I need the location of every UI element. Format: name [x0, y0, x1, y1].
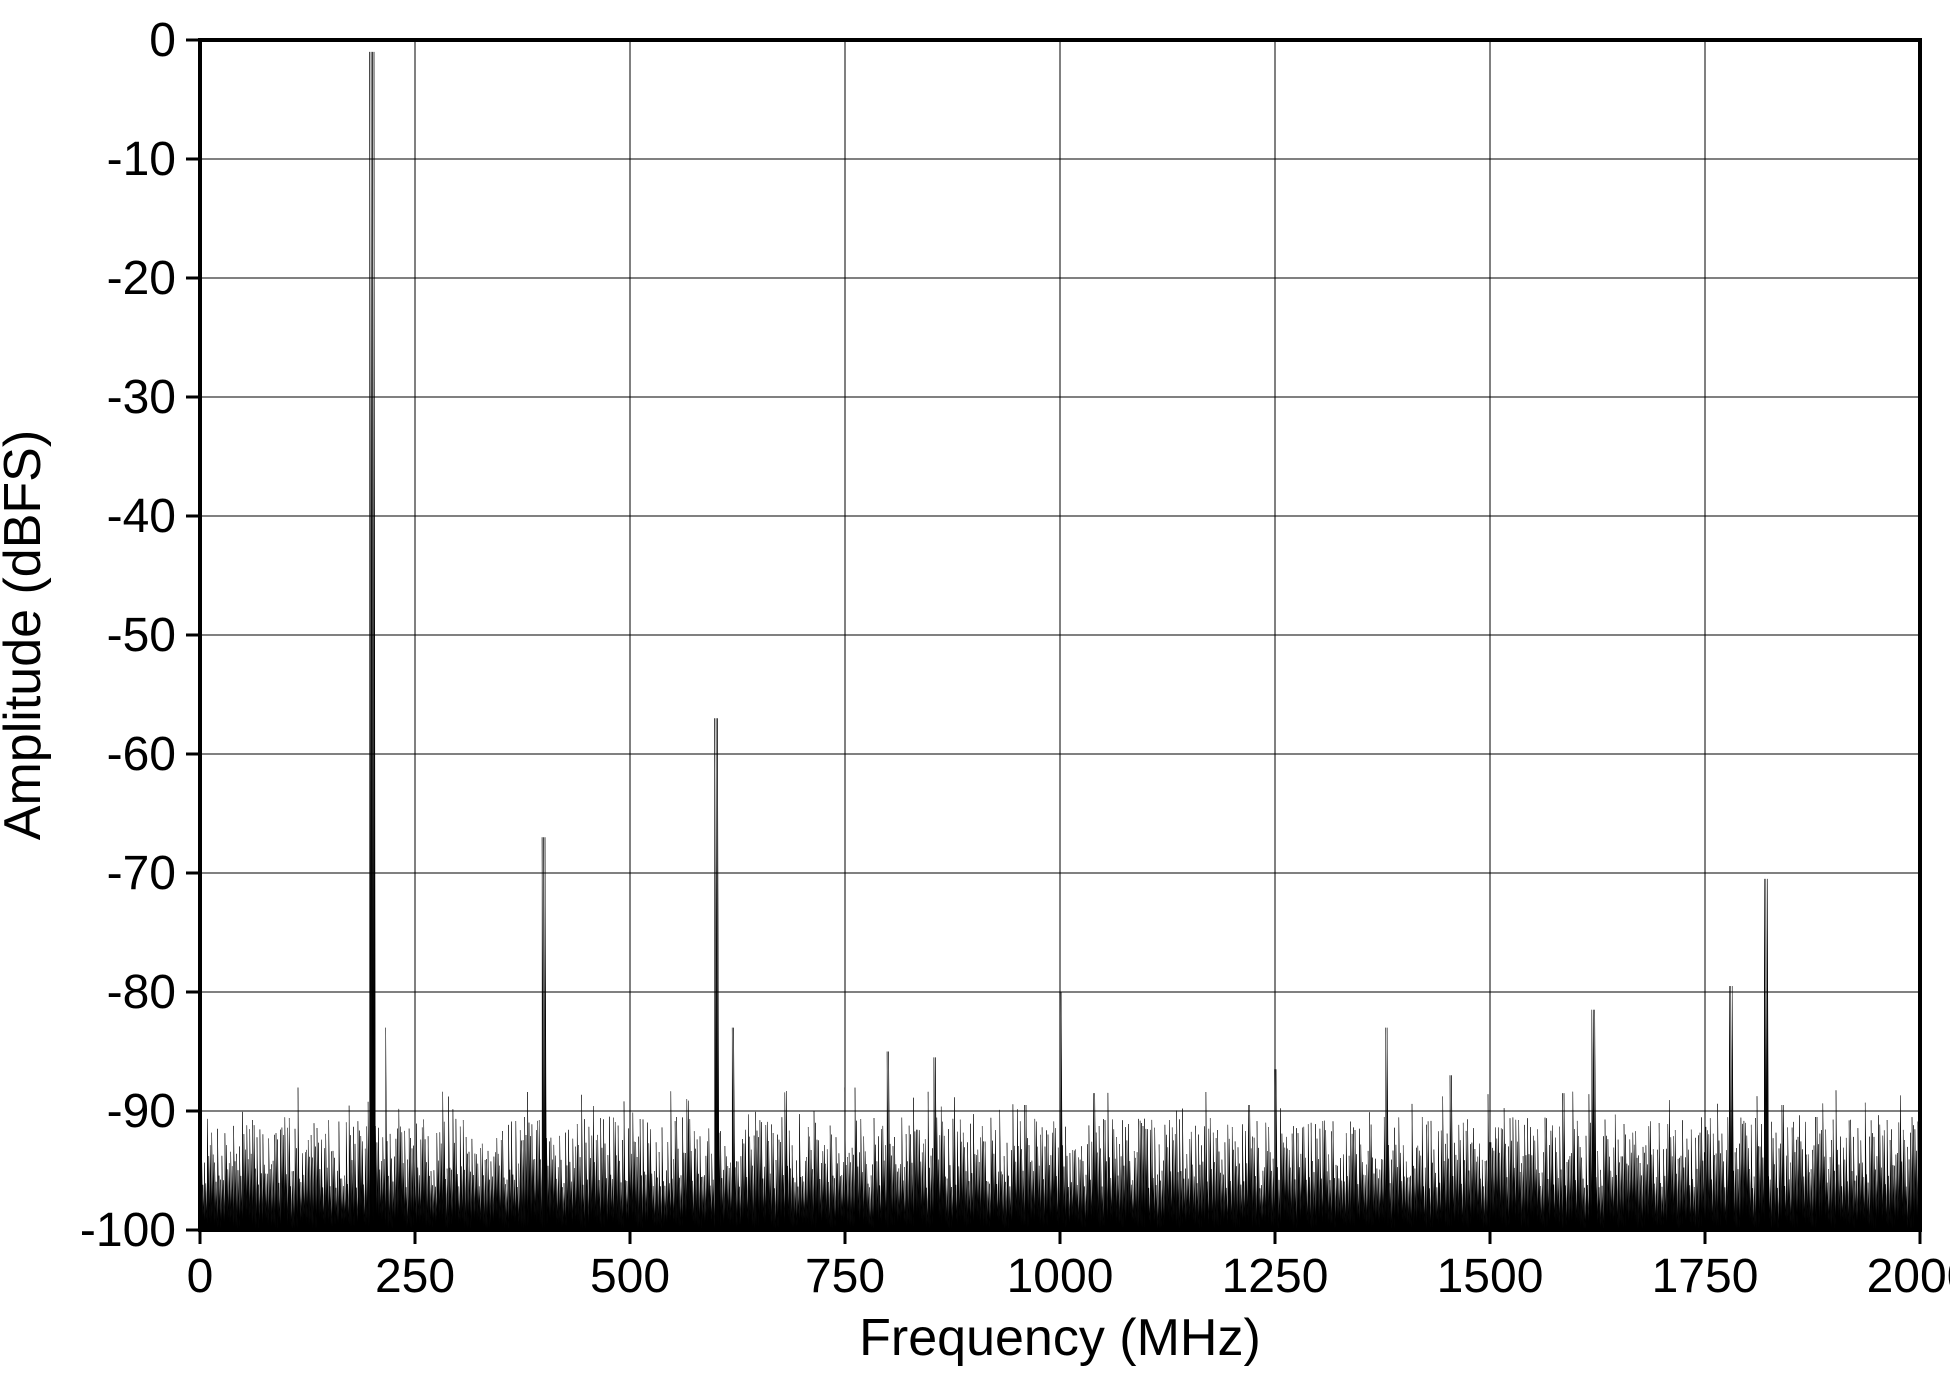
y-tick-label: 0: [149, 14, 176, 67]
x-tick-label: 1500: [1437, 1250, 1544, 1303]
x-tick-label: 1750: [1652, 1250, 1759, 1303]
y-tick-label: -30: [107, 371, 176, 424]
y-tick-label: -100: [80, 1204, 176, 1257]
x-tick-label: 1250: [1222, 1250, 1329, 1303]
y-tick-label: -10: [107, 133, 176, 186]
x-tick-label: 0: [187, 1250, 214, 1303]
y-tick-label: -50: [107, 609, 176, 662]
fft-spectrum-chart: 0 250 500 750 1000 1250 1500 1750 2000 0 -10 -20 -30…: [0, 0, 1950, 1382]
x-tick-label: 250: [375, 1250, 455, 1303]
y-axis-label: Amplitude (dBFS): [0, 430, 52, 840]
x-tick-label: 1000: [1007, 1250, 1114, 1303]
y-tick-label: -60: [107, 728, 176, 781]
x-tick-label: 2000: [1867, 1250, 1950, 1303]
y-tick-label: -40: [107, 490, 176, 543]
y-tick-label: -20: [107, 252, 176, 305]
x-tick-label: 500: [590, 1250, 670, 1303]
x-axis-label: Frequency (MHz): [859, 1309, 1261, 1367]
x-tick-label: 750: [805, 1250, 885, 1303]
y-tick-label: -70: [107, 847, 176, 900]
y-tick-label: -80: [107, 966, 176, 1019]
y-tick-label: -90: [107, 1085, 176, 1138]
